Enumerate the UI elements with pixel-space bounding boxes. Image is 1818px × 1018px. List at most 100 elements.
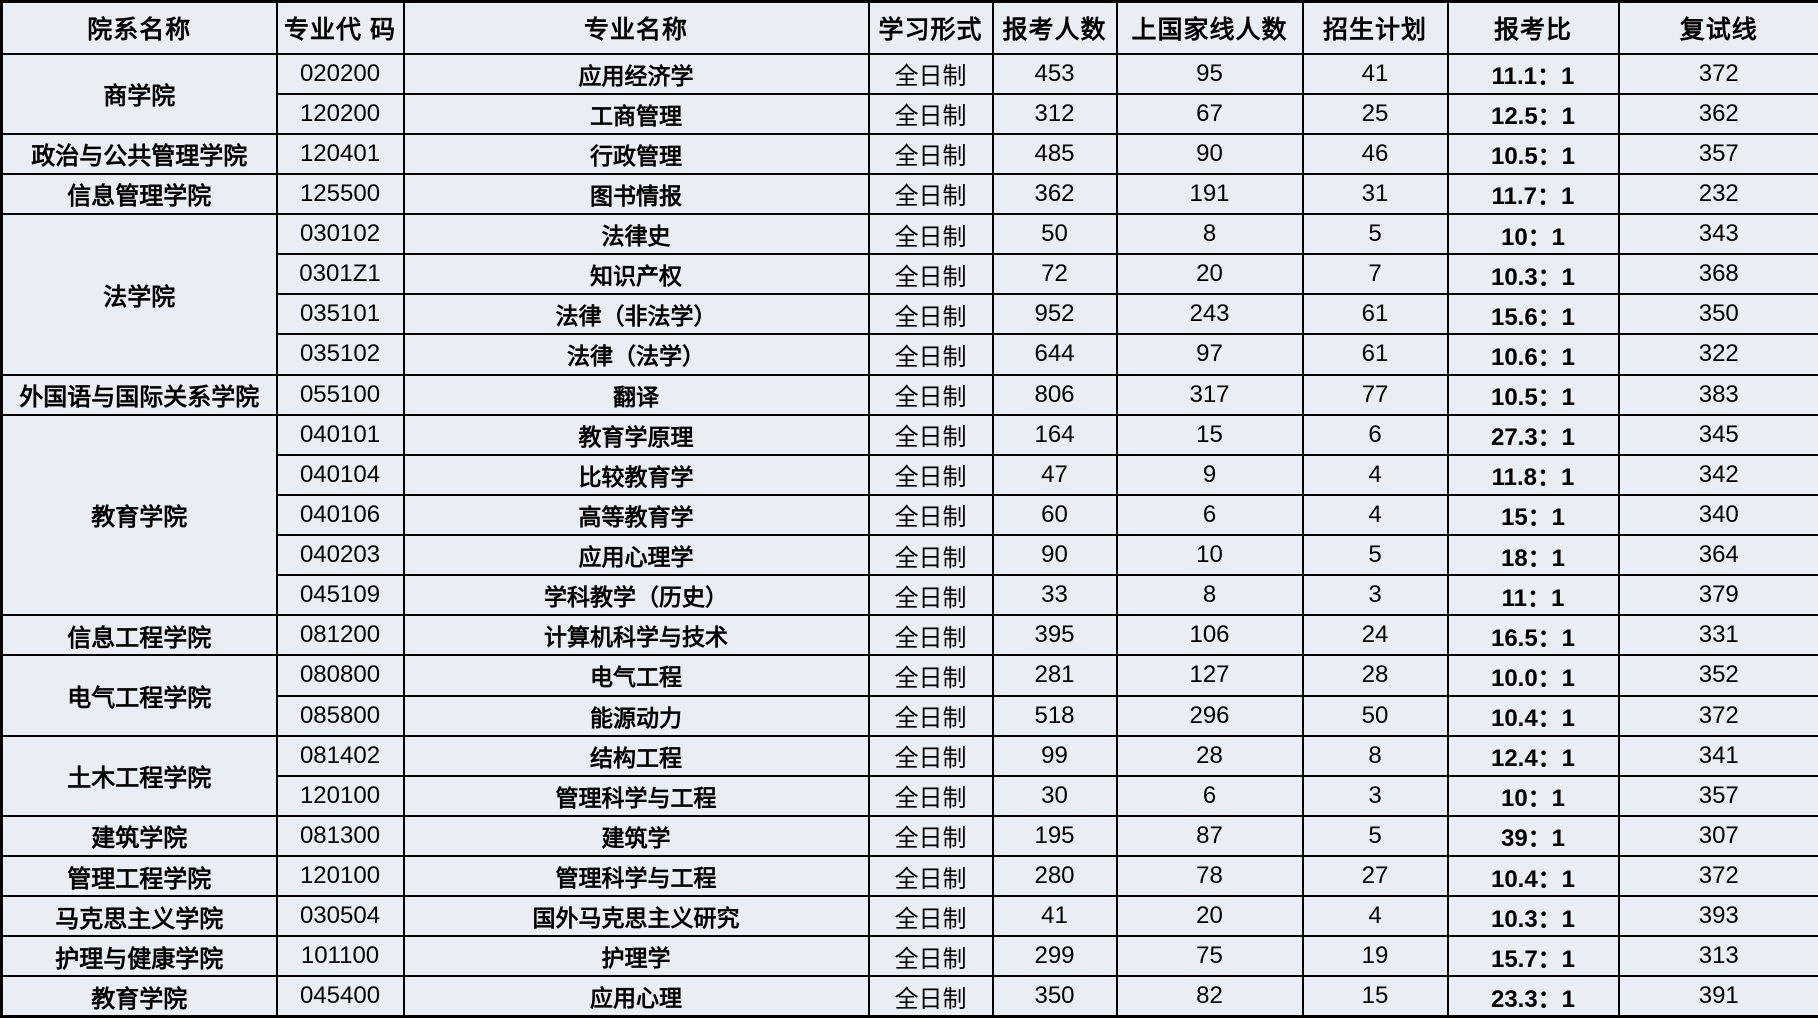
header-above-national-line: 上国家线人数 — [1115, 0, 1304, 55]
major-code-cell: 101100 — [275, 935, 405, 978]
applicants-cell: 299 — [991, 935, 1118, 978]
table-row: 马克思主义学院 030504 国外马克思主义研究 全日制 41 20 4 10.3：1 393 — [0, 895, 1818, 938]
application-ratio-cell: 12.5：1 — [1446, 92, 1620, 135]
college-name-cell: 建筑学院 — [0, 814, 278, 858]
college-name-cell: 管理工程学院 — [0, 854, 278, 898]
study-mode-cell: 全日制 — [867, 172, 994, 216]
application-ratio-cell: 27.3：1 — [1446, 413, 1620, 456]
above-national-line-cell: 90 — [1115, 132, 1304, 175]
applicants-cell: 644 — [991, 333, 1118, 376]
enrollment-plan-cell: 5 — [1301, 814, 1449, 858]
applicants-cell: 312 — [991, 92, 1118, 135]
application-ratio-cell: 23.3：1 — [1446, 975, 1620, 1018]
retest-line-cell: 345 — [1617, 413, 1818, 456]
major-code-cell: 030504 — [275, 895, 405, 938]
retest-line-cell: 357 — [1617, 774, 1818, 817]
application-ratio-cell: 15：1 — [1446, 493, 1620, 537]
retest-line-cell: 393 — [1617, 895, 1818, 938]
table-row: 035102 法律（法学） 全日制 644 97 61 10.6：1 322 — [2, 333, 1818, 376]
major-name-cell: 法律（法学） — [402, 333, 870, 376]
retest-line-cell: 364 — [1617, 533, 1818, 577]
major-code-cell: 120200 — [275, 92, 405, 135]
major-code-cell: 120100 — [275, 854, 405, 898]
applicants-cell: 362 — [991, 172, 1118, 216]
applicants-cell: 485 — [991, 132, 1118, 175]
table-row: 教育学院 045400 应用心理 全日制 350 82 15 23.3：1 391 — [0, 975, 1818, 1018]
enrollment-plan-cell: 77 — [1301, 373, 1449, 416]
study-mode-cell: 全日制 — [867, 935, 994, 978]
retest-line-cell: 368 — [1617, 253, 1818, 296]
study-mode-cell: 全日制 — [867, 212, 994, 256]
study-mode-cell: 全日制 — [867, 734, 994, 777]
retest-line-cell: 352 — [1617, 654, 1818, 697]
retest-line-cell: 313 — [1617, 935, 1818, 978]
major-name-cell: 应用心理 — [402, 975, 870, 1018]
major-name-cell: 学科教学（历史） — [402, 574, 870, 617]
retest-line-cell: 342 — [1617, 453, 1818, 496]
major-name-cell: 教育学原理 — [402, 413, 870, 456]
major-code-cell: 125500 — [275, 172, 405, 216]
enrollment-plan-cell: 61 — [1301, 293, 1449, 336]
application-ratio-cell: 10.5：1 — [1446, 373, 1620, 416]
application-ratio-cell: 10：1 — [1446, 212, 1620, 256]
applicants-cell: 453 — [991, 52, 1118, 95]
enrollment-plan-cell: 25 — [1301, 92, 1449, 135]
applicants-cell: 99 — [991, 734, 1118, 777]
college-name-cell: 土木工程学院 — [0, 734, 278, 817]
above-national-line-cell: 127 — [1115, 654, 1304, 697]
enrollment-plan-cell: 24 — [1301, 614, 1449, 657]
major-code-cell: 080800 — [275, 654, 405, 697]
application-ratio-cell: 39：1 — [1446, 814, 1620, 858]
table-row: 0301Z1 知识产权 全日制 72 20 7 10.3：1 368 — [2, 253, 1818, 296]
college-name-cell: 马克思主义学院 — [0, 895, 278, 938]
study-mode-cell: 全日制 — [867, 253, 994, 296]
above-national-line-cell: 9 — [1115, 453, 1304, 496]
study-mode-cell: 全日制 — [867, 92, 994, 135]
enrollment-plan-cell: 19 — [1301, 935, 1449, 978]
above-national-line-cell: 87 — [1115, 814, 1304, 858]
major-code-cell: 040203 — [275, 533, 405, 577]
study-mode-cell: 全日制 — [867, 574, 994, 617]
enrollment-plan-cell: 41 — [1301, 52, 1449, 95]
header-retest-line: 复试线 — [1617, 0, 1818, 55]
major-code-cell: 120100 — [275, 774, 405, 817]
header-applicants: 报考人数 — [991, 0, 1118, 55]
table-row: 法学院 030102 法律史 全日制 50 8 5 10：1 343 — [0, 212, 1818, 376]
header-row: 院系名称 专业代 码 专业名称 学习形式 报考人数 上国家线人数 招生计划 报考… — [0, 0, 1818, 55]
study-mode-cell: 全日制 — [867, 694, 994, 737]
major-code-cell: 035101 — [275, 293, 405, 336]
header-enrollment-plan: 招生计划 — [1301, 0, 1449, 55]
applicants-cell: 350 — [991, 975, 1118, 1018]
retest-line-cell: 232 — [1617, 172, 1818, 216]
table-row: 信息管理学院 125500 图书情报 全日制 362 191 31 11.7：1 232 — [0, 172, 1818, 216]
above-national-line-cell: 95 — [1115, 52, 1304, 95]
above-national-line-cell: 20 — [1115, 895, 1304, 938]
application-ratio-cell: 10.3：1 — [1446, 895, 1620, 938]
enrollment-plan-cell: 28 — [1301, 654, 1449, 697]
application-ratio-cell: 12.4：1 — [1446, 734, 1620, 777]
major-name-cell: 高等教育学 — [402, 493, 870, 537]
applicants-cell: 60 — [991, 493, 1118, 537]
major-code-cell: 045400 — [275, 975, 405, 1018]
above-national-line-cell: 78 — [1115, 854, 1304, 898]
enrollment-plan-cell: 8 — [1301, 734, 1449, 777]
enrollment-plan-cell: 5 — [1301, 533, 1449, 577]
application-ratio-cell: 10.6：1 — [1446, 333, 1620, 376]
enrollment-plan-cell: 31 — [1301, 172, 1449, 216]
college-name-cell: 商学院 — [0, 52, 278, 135]
applicants-cell: 41 — [991, 895, 1118, 938]
application-ratio-cell: 10.0：1 — [1446, 654, 1620, 697]
major-name-cell: 法律（非法学） — [402, 293, 870, 336]
table-row: 护理与健康学院 101100 护理学 全日制 299 75 19 15.7：1 313 — [0, 935, 1818, 978]
retest-line-cell: 372 — [1617, 854, 1818, 898]
college-name-cell: 政治与公共管理学院 — [0, 132, 278, 175]
enrollment-plan-cell: 4 — [1301, 453, 1449, 496]
major-name-cell: 应用心理学 — [402, 533, 870, 577]
enrollment-plan-cell: 27 — [1301, 854, 1449, 898]
table-row: 信息工程学院 081200 计算机科学与技术 全日制 395 106 24 16.5：1 331 — [0, 614, 1818, 657]
study-mode-cell: 全日制 — [867, 774, 994, 817]
major-name-cell: 行政管理 — [402, 132, 870, 175]
applicants-cell: 50 — [991, 212, 1118, 256]
above-national-line-cell: 20 — [1115, 253, 1304, 296]
applicants-cell: 281 — [991, 654, 1118, 697]
